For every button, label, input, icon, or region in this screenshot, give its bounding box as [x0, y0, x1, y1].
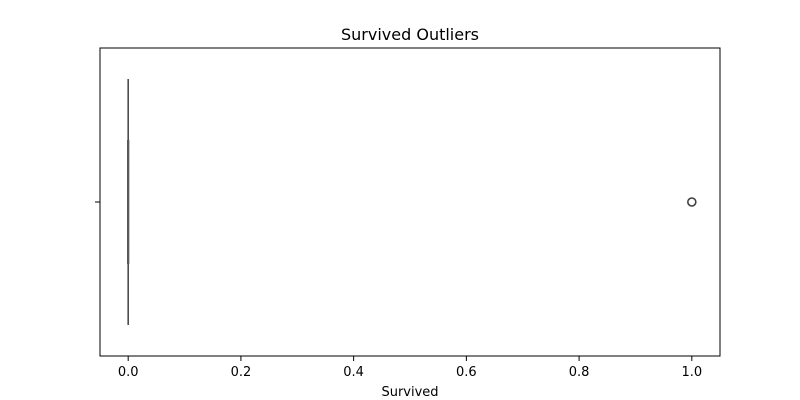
- chart-title: Survived Outliers: [341, 25, 479, 44]
- x-tick-label: 1.0: [681, 365, 702, 380]
- x-tick-label: 0.4: [343, 365, 364, 380]
- plot-area-frame: [99, 47, 721, 357]
- x-tick-label: 0.0: [118, 365, 139, 380]
- x-tick-label: 0.8: [569, 365, 590, 380]
- box-plot-layer: [127, 79, 697, 325]
- x-axis-label: Survived: [381, 385, 438, 400]
- x-tick-label: 0.6: [456, 365, 477, 380]
- x-tick-label: 0.2: [231, 365, 252, 380]
- outlier-point: [687, 197, 697, 207]
- x-axis-ticks: 0.0 0.2 0.4 0.6 0.8 1.0: [118, 356, 702, 380]
